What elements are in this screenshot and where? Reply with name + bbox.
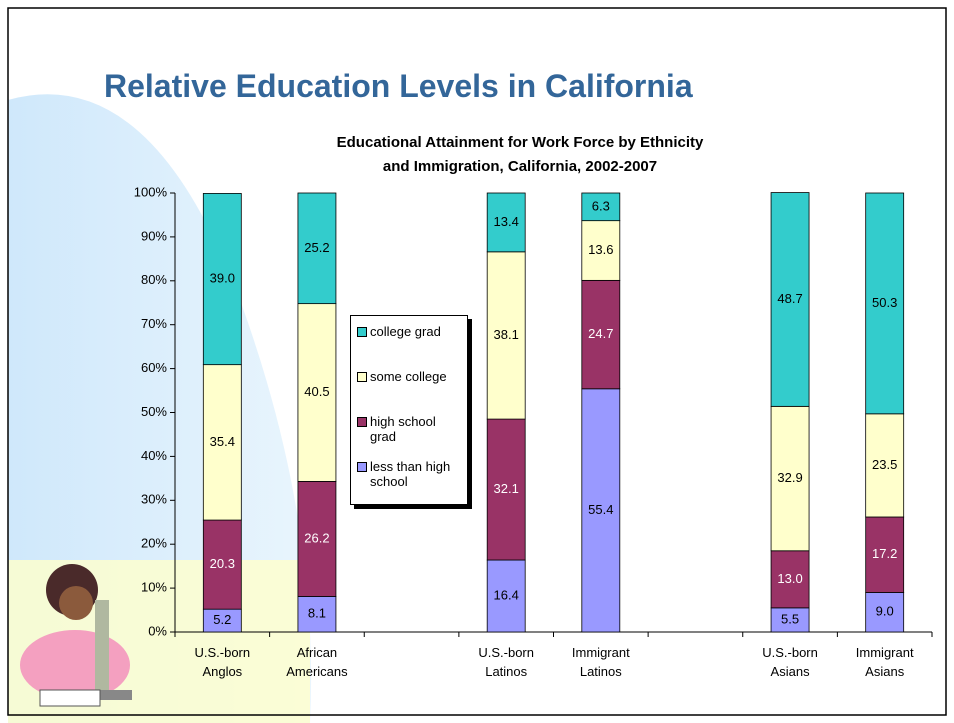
value-label: 38.1 bbox=[494, 327, 519, 342]
bar-segment bbox=[202, 519, 242, 610]
x-tick-label: U.S.-born Anglos bbox=[194, 645, 250, 679]
value-label: 32.9 bbox=[777, 470, 802, 485]
clipart bbox=[20, 564, 132, 707]
y-tick-label: 20% bbox=[141, 536, 167, 551]
value-label: 25.2 bbox=[304, 240, 329, 255]
y-tick-label: 0% bbox=[148, 623, 167, 638]
legend-item: high school grad bbox=[357, 414, 465, 459]
bar-segment bbox=[486, 192, 526, 253]
value-label: 20.3 bbox=[210, 556, 235, 571]
value-label: 35.4 bbox=[210, 434, 235, 449]
chart-title: Educational Attainment for Work Force by… bbox=[336, 134, 704, 175]
value-label: 23.5 bbox=[872, 457, 897, 472]
bar-segment bbox=[202, 193, 242, 366]
x-tick-label: U.S.-born Asians bbox=[762, 645, 818, 679]
bar-segment bbox=[202, 364, 242, 521]
bar-segment bbox=[297, 481, 337, 597]
bar-segment bbox=[486, 559, 526, 633]
legend-swatch bbox=[357, 462, 367, 472]
value-label: 13.4 bbox=[494, 214, 519, 229]
bar-segment bbox=[770, 405, 810, 552]
value-label: 39.0 bbox=[210, 270, 235, 285]
bar-segment bbox=[581, 192, 621, 222]
x-tick-label: Immigrant Asians bbox=[856, 645, 914, 679]
legend-label: college grad bbox=[370, 324, 441, 339]
x-tick-label: Immigrant Latinos bbox=[572, 645, 630, 679]
legend-item: college grad bbox=[357, 324, 465, 369]
value-label: 32.1 bbox=[494, 481, 519, 496]
value-label: 55.4 bbox=[588, 502, 613, 517]
legend-label: high school grad bbox=[370, 414, 436, 444]
value-label: 5.2 bbox=[213, 612, 231, 627]
bar-segment bbox=[770, 607, 810, 633]
bar-segment bbox=[865, 592, 905, 633]
value-label: 40.5 bbox=[304, 384, 329, 399]
value-label: 24.7 bbox=[588, 326, 613, 341]
legend-swatch bbox=[357, 372, 367, 382]
value-label: 8.1 bbox=[308, 606, 326, 621]
value-label: 6.3 bbox=[592, 198, 610, 213]
bar-segment bbox=[297, 303, 337, 482]
legend-swatch bbox=[357, 417, 367, 427]
bar-segment bbox=[486, 251, 526, 420]
legend: college grad some college high school grad… bbox=[350, 315, 468, 505]
y-tick-label: 90% bbox=[141, 228, 167, 243]
legend-swatch bbox=[357, 327, 367, 337]
bar-segment bbox=[581, 388, 621, 633]
value-label: 16.4 bbox=[494, 587, 519, 602]
y-tick-label: 100% bbox=[134, 184, 168, 199]
value-label: 13.0 bbox=[777, 571, 802, 586]
slide-title: Relative Education Levels in California bbox=[104, 68, 693, 104]
bar-segment bbox=[770, 550, 810, 609]
y-tick-label: 10% bbox=[141, 580, 167, 595]
bar-segment bbox=[865, 192, 905, 415]
y-tick-label: 60% bbox=[141, 360, 167, 375]
value-label: 9.0 bbox=[876, 604, 894, 619]
y-tick-label: 40% bbox=[141, 448, 167, 463]
x-tick-label: African Americans bbox=[286, 645, 348, 679]
legend-item: some college bbox=[357, 369, 465, 414]
value-label: 50.3 bbox=[872, 295, 897, 310]
y-tick-label: 70% bbox=[141, 316, 167, 331]
value-label: 26.2 bbox=[304, 530, 329, 545]
x-tick-label: U.S.-born Latinos bbox=[478, 645, 534, 679]
value-label: 48.7 bbox=[777, 291, 802, 306]
bar-segment bbox=[297, 192, 337, 305]
legend-label: some college bbox=[370, 369, 447, 384]
slide-border bbox=[7, 7, 947, 716]
legend-item: less than high school bbox=[357, 459, 465, 504]
bar-segment bbox=[770, 192, 810, 407]
value-label: 5.5 bbox=[781, 611, 799, 626]
y-tick-label: 50% bbox=[141, 404, 167, 419]
value-label: 13.6 bbox=[588, 242, 613, 257]
bar-segment bbox=[581, 220, 621, 281]
y-tick-label: 30% bbox=[141, 492, 167, 507]
value-label: 17.2 bbox=[872, 546, 897, 561]
bar-segment bbox=[486, 418, 526, 561]
y-tick-label: 80% bbox=[141, 272, 167, 287]
legend-label: less than high school bbox=[370, 459, 451, 489]
